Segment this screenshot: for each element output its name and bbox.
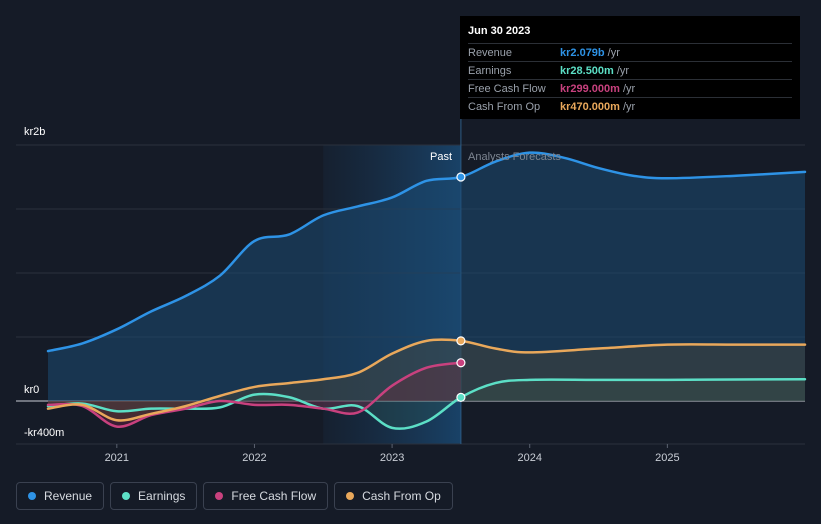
legend-item-cash-from-op[interactable]: Cash From Op — [334, 482, 453, 510]
legend-item-earnings[interactable]: Earnings — [110, 482, 198, 510]
legend: Revenue Earnings Free Cash Flow Cash From O… — [16, 482, 453, 510]
earnings-area — [48, 379, 805, 429]
x-tick-label: 2023 — [380, 452, 404, 464]
tooltip-unit: /yr — [616, 64, 630, 77]
legend-item-revenue[interactable]: Revenue — [16, 482, 105, 510]
free-cash-flow-line — [46, 361, 463, 428]
forecast-label: Analysts Forecasts — [468, 151, 561, 163]
tooltip-row: Revenue kr2.079b/yr — [468, 43, 792, 61]
y-label-bottom: -kr400m — [24, 427, 64, 439]
free-cash-flow-marker — [456, 358, 466, 368]
past-label: Past — [430, 151, 452, 163]
legend-dot-icon — [28, 492, 36, 500]
legend-label: Revenue — [44, 489, 93, 503]
legend-dot-icon — [346, 492, 355, 500]
tooltip-label: Cash From Op — [468, 100, 541, 113]
tooltip-unit: /yr — [622, 100, 636, 113]
tooltip-value: kr2.079b — [560, 46, 605, 59]
y-label-top: kr2b — [24, 126, 45, 138]
legend-label: Earnings — [138, 489, 186, 503]
tooltip-label: Revenue — [468, 46, 513, 59]
tooltip-unit: /yr — [622, 82, 636, 95]
y-label-zero: kr0 — [24, 384, 39, 396]
tooltip-value: kr470.000m — [560, 100, 620, 113]
tooltip-row: Free Cash Flow kr299.000m/yr — [468, 79, 792, 97]
legend-dot-icon — [215, 492, 224, 500]
tooltip-row: Earnings kr28.500m/yr — [468, 61, 792, 79]
earnings-line — [46, 377, 807, 430]
tooltip-row: Cash From Op kr470.000m/yr — [468, 97, 792, 115]
earnings-marker — [456, 392, 466, 402]
legend-label: Cash From Op — [362, 489, 441, 503]
tooltip-value: kr299.000m — [560, 82, 620, 95]
legend-label: Free Cash Flow — [231, 489, 317, 503]
x-tick-label: 2021 — [105, 452, 129, 464]
free-cash-flow-area — [48, 362, 461, 427]
tooltip-unit: /yr — [607, 46, 620, 59]
legend-dot-icon — [122, 492, 131, 500]
revenue-area — [48, 152, 805, 401]
cash-from-op-line — [46, 338, 807, 422]
cash-from-op-marker — [456, 336, 466, 346]
tooltip-value: kr28.500m — [560, 64, 614, 77]
tooltip: Jun 30 2023 Revenue kr2.079b/yr Earnings kr… — [460, 16, 800, 119]
tooltip-date: Jun 30 2023 — [468, 25, 531, 37]
x-tick-label: 2024 — [517, 452, 541, 464]
x-tick-label: 2025 — [655, 452, 679, 464]
x-tick-label: 2022 — [242, 452, 266, 464]
revenue-marker — [456, 172, 466, 182]
legend-item-free-cash-flow[interactable]: Free Cash Flow — [203, 482, 329, 510]
tooltip-label: Free Cash Flow — [468, 82, 546, 95]
tooltip-label: Earnings — [468, 64, 512, 77]
revenue-line — [46, 151, 807, 353]
